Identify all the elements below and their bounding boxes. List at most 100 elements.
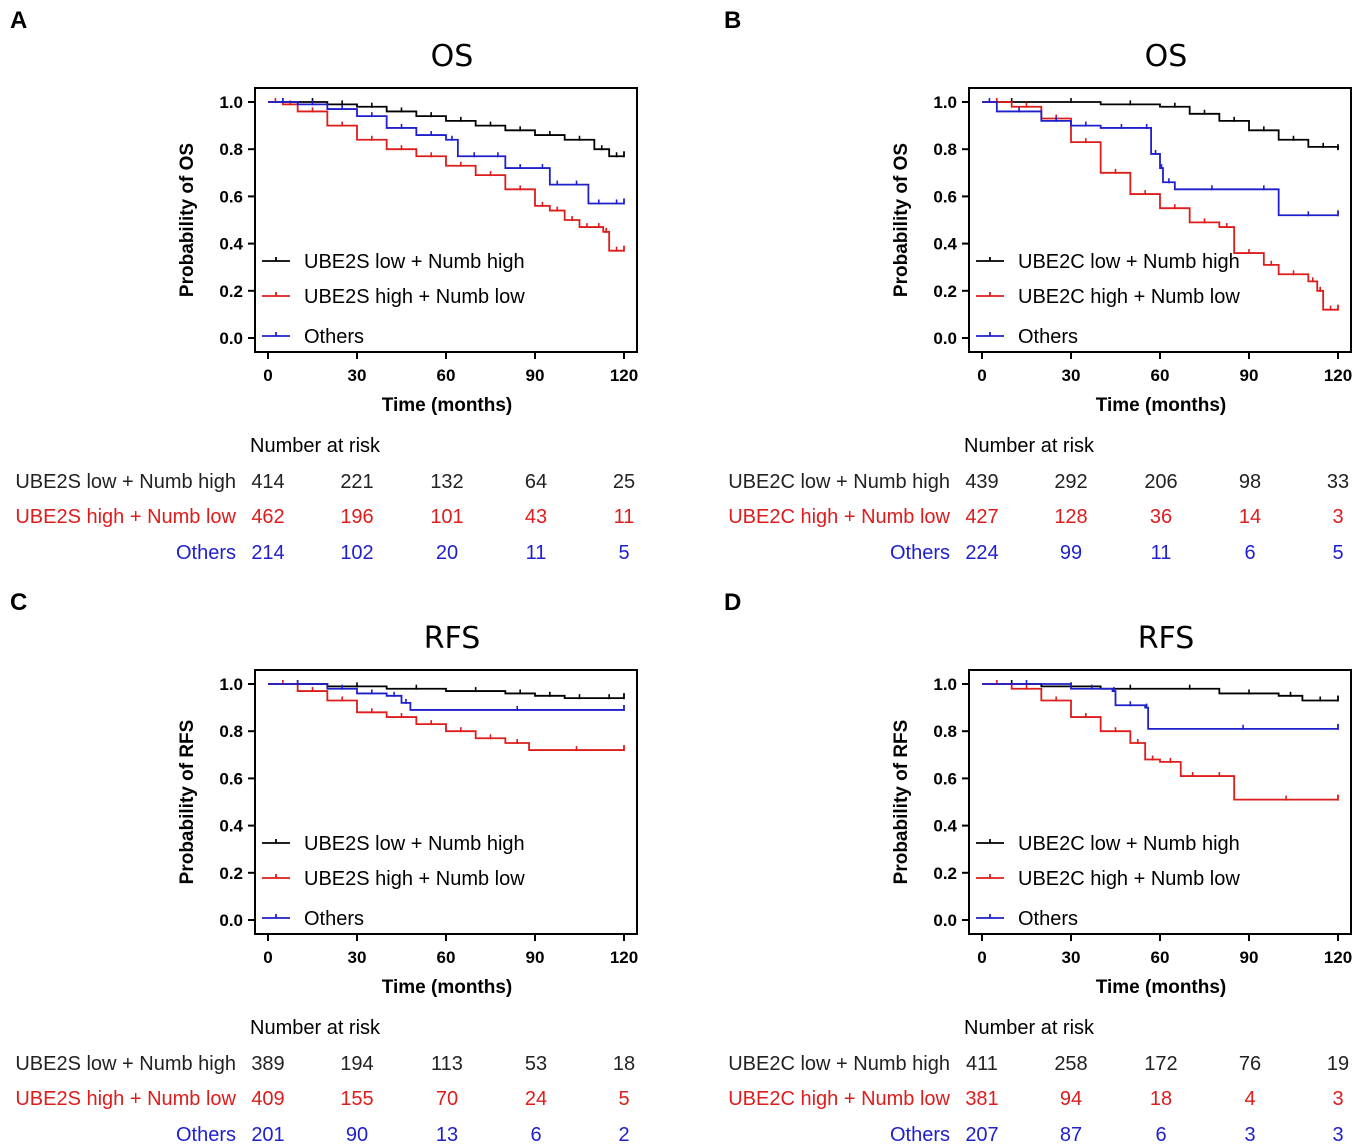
x-tick-label: 90 (1240, 948, 1259, 967)
legend-label-2: UBE2C high + Numb low (1018, 286, 1240, 308)
risk-cell: 11 (526, 542, 547, 564)
x-tick-label: 30 (348, 366, 367, 385)
risk-row-label-3: Others (176, 542, 236, 564)
risk-cell: 5 (618, 542, 629, 564)
y-tick-label: 0.8 (933, 722, 957, 741)
y-tick-label: 0.4 (933, 817, 957, 836)
y-tick-label: 0.6 (933, 187, 957, 206)
legend-label-1: UBE2C low + Numb high (1018, 251, 1240, 273)
x-tick-label: 120 (1324, 948, 1352, 967)
chart-title: RFS (424, 621, 481, 656)
risk-table-title: Number at risk (250, 435, 381, 457)
x-tick-label: 0 (977, 948, 986, 967)
risk-cell: 90 (346, 1124, 368, 1144)
y-axis-label: Probability of RFS (891, 720, 912, 885)
risk-row-label-3: Others (890, 1124, 950, 1144)
y-tick-label: 0.8 (219, 722, 243, 741)
risk-cell: 194 (340, 1053, 373, 1075)
y-tick-label: 0.0 (933, 329, 957, 348)
y-tick-label: 0.4 (219, 817, 243, 836)
plot-frame (968, 87, 1352, 353)
km-curve-2 (982, 101, 1338, 311)
y-tick-label: 0.4 (219, 235, 243, 254)
risk-cell: 128 (1054, 506, 1087, 528)
risk-cell: 76 (1239, 1053, 1261, 1075)
risk-cell: 18 (613, 1053, 635, 1075)
panel-letter: A (10, 7, 27, 34)
risk-cell: 43 (525, 506, 547, 528)
risk-cell: 439 (965, 471, 998, 493)
risk-cell: 102 (340, 542, 373, 564)
risk-cell: 409 (251, 1088, 284, 1110)
risk-cell: 5 (1332, 542, 1343, 564)
risk-cell: 94 (1060, 1088, 1082, 1110)
risk-row-label-3: Others (890, 542, 950, 564)
legend-label-2: UBE2S high + Numb low (304, 286, 525, 308)
km-curve-1 (982, 683, 1338, 702)
y-tick-label: 0.0 (219, 911, 243, 930)
legend-label-1: UBE2S low + Numb high (304, 833, 525, 855)
x-tick-label: 0 (977, 366, 986, 385)
risk-cell: 3 (1332, 1124, 1343, 1144)
risk-cell: 3 (1244, 1124, 1255, 1144)
y-tick-label: 1.0 (219, 675, 243, 694)
x-tick-label: 120 (610, 948, 638, 967)
risk-cell: 292 (1054, 471, 1087, 493)
risk-row-label-1: UBE2C low + Numb high (728, 471, 950, 493)
y-tick-label: 0.6 (219, 769, 243, 788)
risk-cell: 207 (965, 1124, 998, 1144)
risk-table-title: Number at risk (964, 1017, 1095, 1039)
y-tick-label: 0.2 (219, 864, 243, 883)
km-curve-2 (268, 101, 624, 252)
panel-letter: D (724, 589, 741, 616)
risk-cell: 389 (251, 1053, 284, 1075)
risk-row-label-1: UBE2S low + Numb high (15, 1053, 236, 1075)
x-tick-label: 30 (1062, 948, 1081, 967)
risk-cell: 98 (1239, 471, 1261, 493)
risk-cell: 36 (1150, 506, 1172, 528)
x-tick-label: 0 (263, 948, 272, 967)
x-axis-label: Time (months) (382, 395, 513, 416)
risk-cell: 462 (251, 506, 284, 528)
x-tick-label: 30 (348, 948, 367, 967)
risk-cell: 6 (1244, 542, 1255, 564)
legend-label-2: UBE2C high + Numb low (1018, 868, 1240, 890)
x-tick-label: 60 (1151, 948, 1170, 967)
y-tick-label: 0.0 (933, 911, 957, 930)
y-tick-label: 1.0 (933, 93, 957, 112)
risk-cell: 201 (251, 1124, 284, 1144)
risk-cell: 19 (1327, 1053, 1349, 1075)
risk-cell: 214 (251, 542, 284, 564)
x-tick-label: 60 (437, 366, 456, 385)
km-curve-1 (268, 683, 624, 700)
plot-frame (968, 669, 1352, 935)
risk-row-label-2: UBE2S high + Numb low (15, 1088, 236, 1110)
panel-d: D RFS 0.0 0.2 0.4 0.6 0.8 1.0 0 30 60 90 120 Time (mo… (724, 589, 1352, 1144)
risk-cell: 414 (251, 471, 284, 493)
risk-cell: 25 (613, 471, 635, 493)
km-curve-1 (268, 101, 624, 158)
y-tick-label: 0.8 (933, 140, 957, 159)
risk-cell: 5 (618, 1088, 629, 1110)
risk-cell: 206 (1144, 471, 1177, 493)
risk-cell: 33 (1327, 471, 1349, 493)
x-tick-label: 90 (1240, 366, 1259, 385)
x-tick-label: 90 (526, 948, 545, 967)
risk-cell: 196 (340, 506, 373, 528)
x-axis-label: Time (months) (1096, 977, 1227, 998)
risk-cell: 4 (1244, 1088, 1255, 1110)
panel-letter: C (10, 589, 27, 616)
risk-cell: 87 (1060, 1124, 1082, 1144)
y-axis-label: Probability of OS (177, 143, 198, 297)
km-curve-2 (982, 683, 1338, 801)
km-curve-2 (268, 683, 624, 751)
risk-cell: 2 (618, 1124, 629, 1144)
risk-cell: 411 (966, 1053, 998, 1075)
risk-table-title: Number at risk (964, 435, 1095, 457)
y-tick-label: 0.0 (219, 329, 243, 348)
risk-cell: 14 (1239, 506, 1261, 528)
risk-table-title: Number at risk (250, 1017, 381, 1039)
risk-cell: 221 (340, 471, 373, 493)
km-curve-3 (982, 683, 1338, 730)
y-tick-label: 0.6 (933, 769, 957, 788)
